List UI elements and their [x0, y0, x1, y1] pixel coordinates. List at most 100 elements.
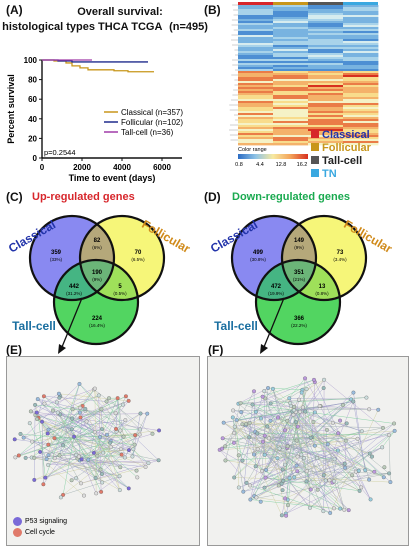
network-edge — [261, 463, 345, 472]
heatmap-cell — [343, 107, 379, 110]
y-axis-label: Percent survival — [6, 74, 16, 144]
legend-p53-swatch — [13, 517, 22, 526]
network-edge — [266, 423, 347, 471]
network-edge — [245, 423, 383, 429]
network-node — [381, 425, 385, 430]
network-edge — [267, 426, 362, 488]
network-e — [12, 381, 161, 500]
legend-swatch-classical — [311, 130, 319, 138]
network-node — [44, 457, 49, 462]
heatmap-cell — [308, 143, 344, 146]
network-node — [260, 439, 265, 444]
heatmap-cell — [343, 85, 379, 88]
network-edge — [60, 395, 81, 409]
heatmap-cell — [238, 91, 274, 94]
heatmap-cell — [273, 11, 309, 14]
network-node — [285, 444, 290, 449]
venn-count-classical_only: 499 — [253, 250, 264, 256]
network-node — [232, 424, 237, 429]
heatmap-cell — [343, 123, 379, 126]
heatmap-cell — [273, 31, 309, 34]
heatmap-cell — [238, 53, 274, 56]
network-edge — [312, 382, 316, 438]
network-node — [99, 407, 104, 412]
heatmap-cell — [238, 65, 274, 68]
network-node — [262, 389, 267, 394]
heatmap-cell — [238, 27, 274, 30]
network-node — [61, 443, 65, 448]
network-node — [263, 475, 268, 480]
venn-count-tallcell_only: 366 — [294, 316, 305, 322]
network-edge — [250, 412, 316, 500]
network-node — [58, 495, 63, 500]
network-node — [138, 427, 142, 432]
network-node — [238, 401, 243, 406]
heatmap-cell — [273, 41, 309, 44]
heatmap-cell — [273, 75, 309, 78]
network-node — [266, 386, 270, 390]
network-edge — [245, 425, 341, 509]
network-node — [69, 427, 74, 432]
network-node — [268, 418, 273, 423]
panel-label-f: (F) — [208, 343, 224, 357]
survival-subtitle-row: histological types THCA TCGA (n=495) — [0, 21, 210, 33]
heatmap-cell — [308, 109, 344, 112]
heatmap-cell — [308, 123, 344, 126]
heatmap-cell — [273, 99, 309, 102]
network-edge — [287, 433, 339, 449]
network-node — [45, 431, 50, 436]
heatmap-cell — [273, 129, 309, 132]
heatmap-cell — [273, 73, 309, 76]
network-node — [304, 479, 309, 484]
network-node — [367, 451, 372, 456]
network-node — [327, 478, 332, 483]
network-node — [357, 488, 362, 493]
heatmap-cell — [308, 103, 344, 106]
network-edge — [240, 402, 395, 424]
network-node — [300, 405, 305, 410]
heatmap-cell — [308, 99, 344, 102]
heatmap-cell — [273, 57, 309, 60]
network-edge — [327, 444, 345, 510]
venn-overlap-ft — [282, 260, 340, 300]
heatmap-cell — [308, 69, 344, 72]
network-edge — [243, 467, 346, 492]
heatmap-cell — [273, 123, 309, 126]
heatmap-cell — [273, 7, 309, 10]
venn-count-all_three: 190 — [92, 270, 103, 276]
legend-swatch-follicular — [311, 143, 319, 151]
heatmap-cell — [238, 105, 274, 108]
heatmap-cell — [238, 29, 274, 32]
network-node — [262, 452, 267, 457]
venn-pct-classical_only: (33%) — [50, 257, 63, 262]
network-node — [279, 513, 284, 518]
heatmap-cell — [273, 85, 309, 88]
network-node — [336, 448, 340, 453]
network-node — [46, 427, 51, 432]
network-node — [52, 456, 57, 461]
network-node — [302, 456, 306, 461]
network-edge — [85, 408, 121, 491]
heatmap-cell — [238, 125, 274, 128]
network-node — [35, 417, 39, 421]
heatmap-cell — [273, 51, 309, 54]
venn-count-all_three: 351 — [294, 270, 305, 276]
heatmap-cell — [238, 37, 274, 40]
heatmap-cell — [273, 59, 309, 62]
venn-count-classical_tallcell: 472 — [271, 284, 282, 290]
network-node — [359, 429, 364, 434]
network-edge — [285, 471, 375, 514]
heatmap-cell — [308, 45, 344, 48]
network-node — [77, 381, 82, 386]
network-node — [119, 452, 124, 457]
network-node — [367, 477, 372, 482]
network-node — [332, 506, 336, 511]
network-node — [258, 499, 263, 504]
heatmap-cell — [273, 15, 309, 18]
heatmap-cell — [273, 55, 309, 58]
heatmap-cell — [273, 37, 309, 40]
venn-pct-classical_follicular: (6%) — [92, 245, 102, 250]
network-edge — [80, 397, 118, 418]
network-edge — [250, 411, 293, 500]
